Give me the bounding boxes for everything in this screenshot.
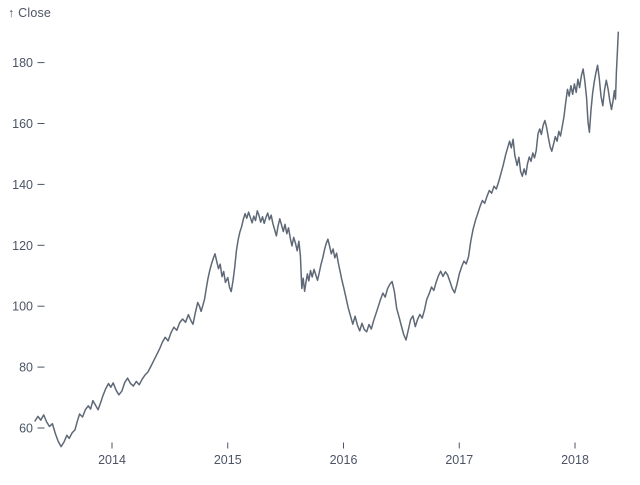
x-axis: 2014 2015 2016 2017 2018 bbox=[98, 442, 589, 467]
x-tick-label: 2015 bbox=[214, 453, 242, 467]
y-tick-label: 80 bbox=[19, 361, 33, 375]
y-tick-label: 120 bbox=[12, 239, 33, 253]
x-tick-label: 2014 bbox=[98, 453, 126, 467]
y-axis: 60 80 100 120 140 160 180 bbox=[12, 56, 45, 436]
y-axis-label: ↑ Close bbox=[8, 6, 52, 20]
y-tick-label: 60 bbox=[19, 422, 33, 436]
x-tick-label: 2016 bbox=[330, 453, 358, 467]
price-line bbox=[34, 31, 620, 448]
x-tick-label: 2018 bbox=[561, 453, 589, 467]
y-tick-label: 100 bbox=[12, 300, 33, 314]
x-tick-label: 2017 bbox=[445, 453, 473, 467]
y-tick-label: 160 bbox=[12, 117, 33, 131]
y-tick-label: 180 bbox=[12, 56, 33, 70]
y-tick-label: 140 bbox=[12, 178, 33, 192]
